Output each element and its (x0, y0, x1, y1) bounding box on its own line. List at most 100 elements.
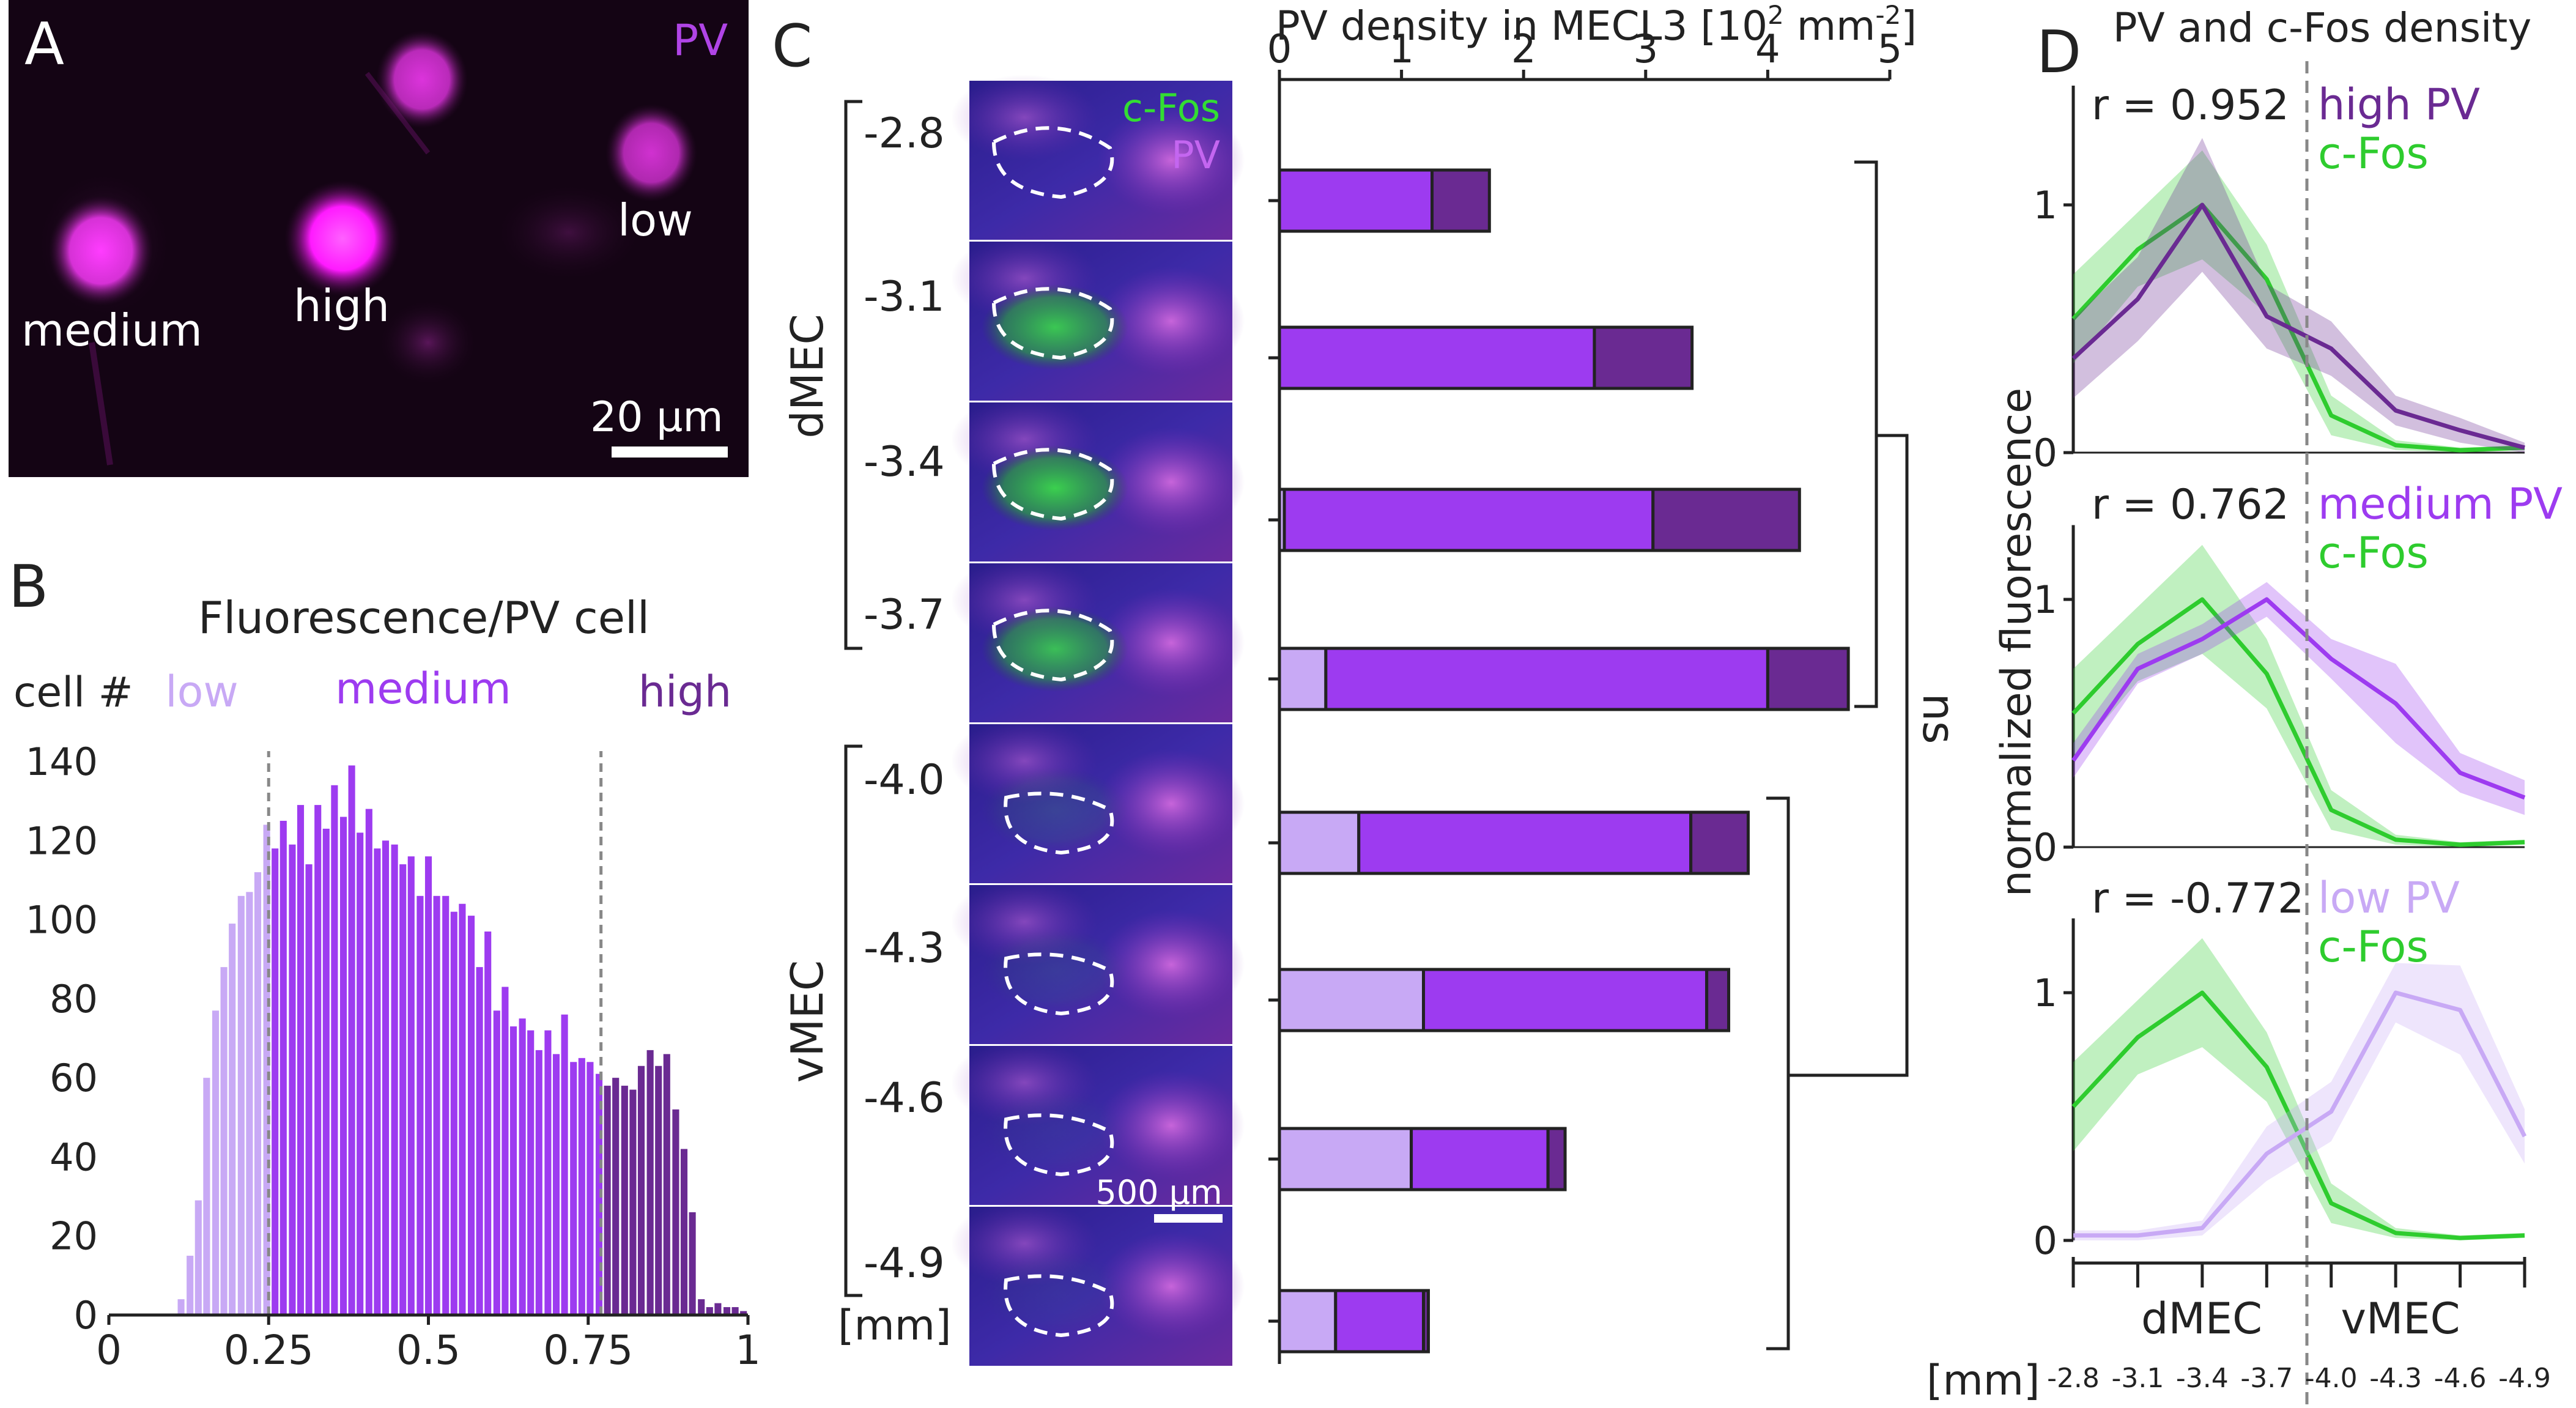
x-tick-label: 1 (735, 1327, 761, 1374)
density-bar-low (1278, 1127, 1413, 1191)
lines-y-tick-label: 0 (2034, 431, 2057, 475)
density-bar-medium (1410, 1127, 1550, 1191)
lines-x-tick-label: -2.8 (2047, 1363, 2100, 1394)
scalebar-c (1154, 1214, 1223, 1223)
panel-b: B Fluorescence/PV cell cell # low medium… (9, 554, 761, 1374)
density-x-tick-label: 2 (1511, 27, 1536, 72)
histogram-bar (587, 1062, 594, 1315)
density-bar-medium (1278, 325, 1596, 390)
group-label-medium: medium (335, 664, 511, 714)
histogram-bar (348, 765, 355, 1315)
histogram-bar (731, 1307, 739, 1315)
vmec-bracket (844, 744, 862, 1297)
histogram-bar (740, 1311, 747, 1315)
lines-x-tick-label: -4.0 (2305, 1363, 2358, 1394)
histogram-bar (297, 805, 305, 1315)
panel-a: A PV medium high low 20 µm (9, 0, 749, 477)
density-x-tick-label: 1 (1389, 27, 1414, 72)
density-x-tick-label: 5 (1878, 27, 1903, 72)
histogram-bar (424, 856, 432, 1315)
scalebar-label-c: 500 µm (1095, 1173, 1222, 1212)
x-tick-label: 0.5 (396, 1327, 461, 1374)
density-bar-high (1766, 647, 1850, 711)
error-band-cfos (2073, 544, 2525, 847)
histogram-bar (502, 987, 509, 1315)
pv-label-a: PV (673, 15, 728, 65)
histogram-ylabel: cell # (13, 669, 133, 717)
sig-bracket-vmec (1766, 796, 1790, 1351)
histogram-bar (407, 856, 415, 1315)
histogram-bar (203, 1078, 210, 1315)
pv-signal (1098, 749, 1245, 859)
histogram-bar (629, 1089, 637, 1315)
density-bar-low (1278, 810, 1361, 875)
histogram-bar (570, 1062, 577, 1315)
pv-cell-high (284, 180, 401, 297)
histogram-bar (612, 1078, 620, 1315)
density-bar-medium (1422, 968, 1709, 1032)
histogram-bar (595, 1073, 603, 1315)
density-bar-medium (1324, 647, 1769, 711)
y-tick-label: 40 (50, 1135, 98, 1179)
y-tick-label: 80 (50, 977, 98, 1021)
density-bar-high (1593, 325, 1694, 390)
cfos-signal (982, 928, 1128, 1013)
histogram-bar (433, 895, 440, 1315)
histogram-bar (459, 903, 466, 1315)
mm-label-d: [mm] (1926, 1357, 2040, 1405)
slice-images (951, 75, 1245, 1366)
series-line-cfos (2071, 597, 2525, 847)
sig-bracket-outer (1788, 434, 1909, 1077)
histogram-bar (621, 1086, 628, 1315)
y-tick-label: 60 (50, 1056, 98, 1100)
r-value-label: r = 0.762 (2092, 481, 2289, 529)
x-tick-label: 0 (96, 1327, 122, 1374)
depth-label: -2.8 (864, 109, 945, 158)
histogram-bar (450, 911, 457, 1315)
error-band-pv (2073, 138, 2525, 453)
y-tick-label: 120 (26, 818, 98, 863)
density-bar-high (1705, 968, 1731, 1032)
pv-signal (1098, 588, 1245, 698)
pv-signal (1098, 1231, 1245, 1341)
histogram-bar (416, 895, 424, 1315)
y-tick-label: 100 (26, 898, 98, 943)
histogram-bar (263, 824, 270, 1315)
cfos-image-label: c-Fos (1122, 86, 1220, 130)
lines-x-tick-label: -3.7 (2240, 1363, 2293, 1394)
histogram-bar (655, 1065, 662, 1315)
histogram-bar (399, 864, 407, 1315)
histogram-bar (604, 1086, 611, 1315)
depth-label: -3.4 (864, 438, 945, 486)
histogram-bar (689, 1212, 696, 1315)
y-tick-label: 20 (50, 1214, 98, 1259)
histogram-bar (374, 848, 381, 1315)
legend-cfos-label: c-Fos (2318, 128, 2429, 179)
pv-signal (1098, 105, 1245, 215)
lines-ylabel: normalized fluorescence (1993, 388, 2041, 897)
density-bar-medium (1282, 487, 1655, 552)
histogram-bar (493, 1010, 500, 1315)
xgroup-dmec: dMEC (2141, 1294, 2262, 1344)
cfos-signal (982, 284, 1128, 370)
r-value-label: r = 0.952 (2092, 81, 2289, 130)
lines-x-tick-label: -4.9 (2498, 1363, 2551, 1394)
density-bars (1278, 168, 1850, 1354)
panel-c: C PV density in MECL3 [102 mm-2] c-Fos P… (772, 0, 1964, 1366)
panel-letter-c: C (772, 13, 812, 80)
lines-title: PV and c-Fos density (2113, 4, 2532, 51)
roi-outline (1004, 1274, 1114, 1338)
histogram-bar (646, 1050, 654, 1315)
cell-label-medium: medium (21, 305, 202, 356)
density-bar-high (1651, 487, 1801, 552)
series-line-pv (2071, 597, 2526, 800)
legend-cfos-label: c-Fos (2318, 528, 2429, 578)
histogram-bars (177, 751, 747, 1315)
density-bar-low (1278, 1289, 1338, 1354)
histogram-bar (177, 1299, 185, 1315)
histogram-bar (187, 1256, 194, 1315)
histogram-bar (527, 1030, 535, 1315)
histogram-bar (698, 1299, 705, 1315)
lines-y-tick-label: 0 (2034, 825, 2057, 870)
histogram-bar (535, 1050, 542, 1315)
